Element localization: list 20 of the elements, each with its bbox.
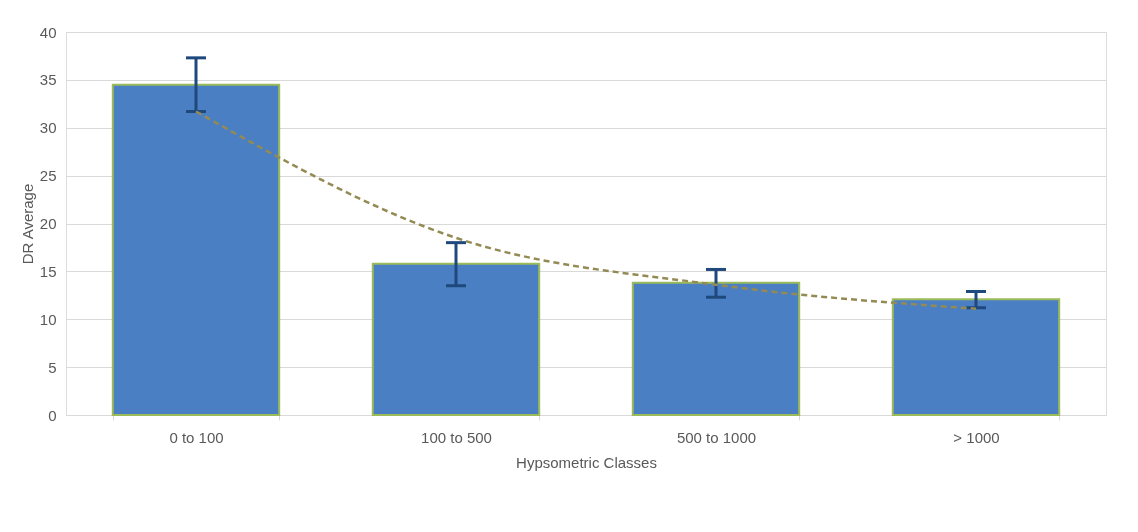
bar	[371, 262, 541, 416]
y-tick-label: 25	[39, 167, 57, 185]
line-series	[194, 110, 978, 310]
y-axis-title: DR Average	[18, 183, 36, 265]
y-tick-label: 35	[39, 71, 57, 89]
x-axis-title: Hypsometric Classes	[516, 453, 657, 471]
bar	[111, 83, 281, 416]
y-tick-label: 10	[39, 310, 57, 328]
x-tick-label: > 1000	[953, 428, 1000, 446]
x-tick-label: 100 to 500	[421, 428, 492, 446]
y-tick-label: 0	[48, 406, 57, 424]
y-tick-label: 30	[39, 119, 57, 137]
y-tick-label: 5	[48, 358, 57, 376]
x-tick-label: 0 to 100	[169, 428, 224, 446]
y-tick-label: 40	[39, 23, 57, 41]
bar	[631, 281, 801, 416]
bar	[891, 298, 1061, 416]
y-tick-label: 15	[39, 262, 57, 280]
y-tick-label: 20	[39, 215, 57, 232]
x-tick-label: 500 to 1000	[676, 428, 757, 446]
